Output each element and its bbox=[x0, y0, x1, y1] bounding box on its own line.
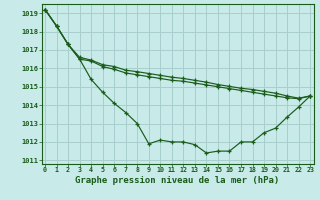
X-axis label: Graphe pression niveau de la mer (hPa): Graphe pression niveau de la mer (hPa) bbox=[76, 176, 280, 185]
